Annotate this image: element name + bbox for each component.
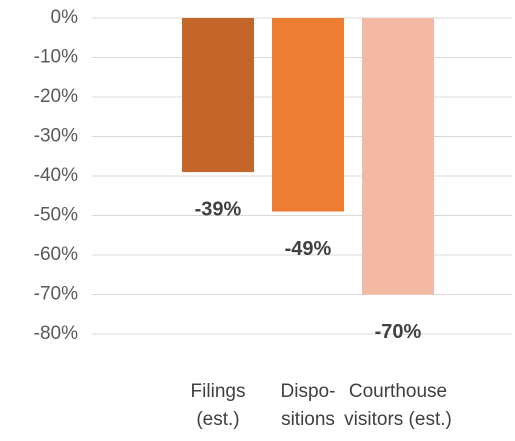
bar [362, 18, 434, 295]
bar [272, 18, 344, 212]
x-tick-label: Dispo- [281, 381, 336, 402]
value-label: -49% [285, 238, 332, 260]
x-tick-label: (est.) [196, 409, 239, 430]
y-tick-label: -30% [34, 126, 78, 147]
value-label: -70% [375, 321, 422, 343]
y-tick-label: -70% [34, 284, 78, 305]
x-tick-label: visitors (est.) [344, 409, 452, 430]
y-tick-label: -20% [34, 86, 78, 107]
y-tick-label: -40% [34, 165, 78, 186]
x-tick-label: Filings [191, 381, 246, 402]
bar [182, 18, 254, 173]
y-tick-label: -60% [34, 244, 78, 265]
y-tick-label: -10% [34, 47, 78, 68]
y-tick-label: -50% [34, 205, 78, 226]
x-tick-label: sitions [281, 409, 335, 430]
y-tick-label: -80% [34, 323, 78, 344]
y-tick-label: 0% [51, 7, 79, 28]
x-tick-label: Courthouse [349, 381, 447, 402]
value-label: -39% [195, 198, 242, 220]
